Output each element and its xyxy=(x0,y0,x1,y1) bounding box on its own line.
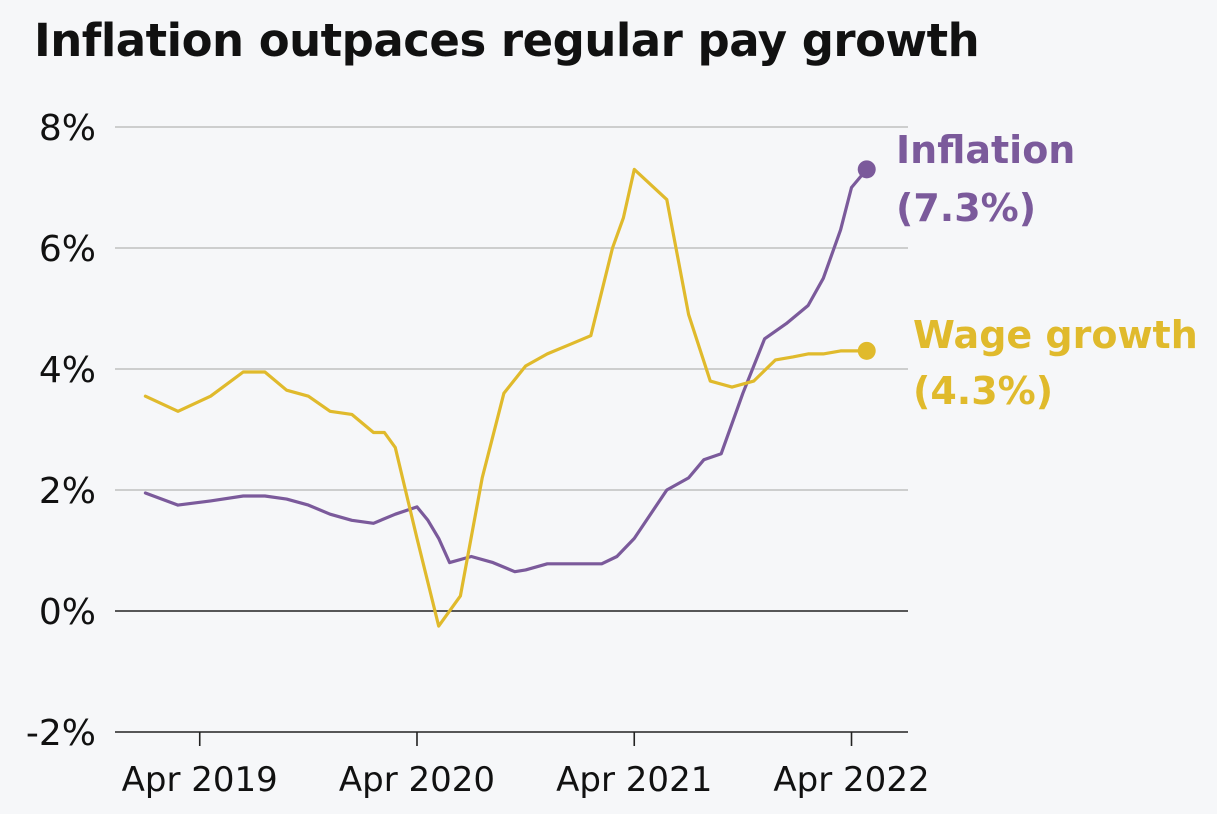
inflation-value-label: (7.3%) xyxy=(896,186,1036,230)
x-tick-label: Apr 2019 xyxy=(122,760,278,800)
wage-end-marker xyxy=(857,341,876,360)
y-tick-label: 4% xyxy=(39,350,96,391)
y-tick-label: 8% xyxy=(39,108,96,149)
inflation-end-marker xyxy=(857,160,876,179)
x-tick-label: Apr 2022 xyxy=(773,760,929,800)
inflation-label: Inflation xyxy=(896,128,1075,172)
wage-value-label: (4.3%) xyxy=(913,369,1053,413)
y-tick-label: -2% xyxy=(26,713,96,754)
wage-line xyxy=(143,167,869,628)
label-layer: Inflation (7.3%) Wage growth (4.3%) xyxy=(896,128,1198,413)
x-tick-label: Apr 2021 xyxy=(556,760,712,800)
inflation-line xyxy=(143,167,869,574)
chart-title: Inflation outpaces regular pay growth xyxy=(34,14,980,67)
grid-layer: 8% 6% 4% 2% 0% -2% Apr 2019 Apr 2020 Apr 2021 Apr… xyxy=(26,108,930,800)
series-layer xyxy=(143,160,876,628)
x-tick-label: Apr 2020 xyxy=(339,760,495,800)
y-tick-label: 2% xyxy=(39,471,96,512)
y-tick-label: 0% xyxy=(39,592,96,633)
wage-label: Wage growth xyxy=(913,313,1198,357)
y-tick-label: 6% xyxy=(39,229,96,270)
